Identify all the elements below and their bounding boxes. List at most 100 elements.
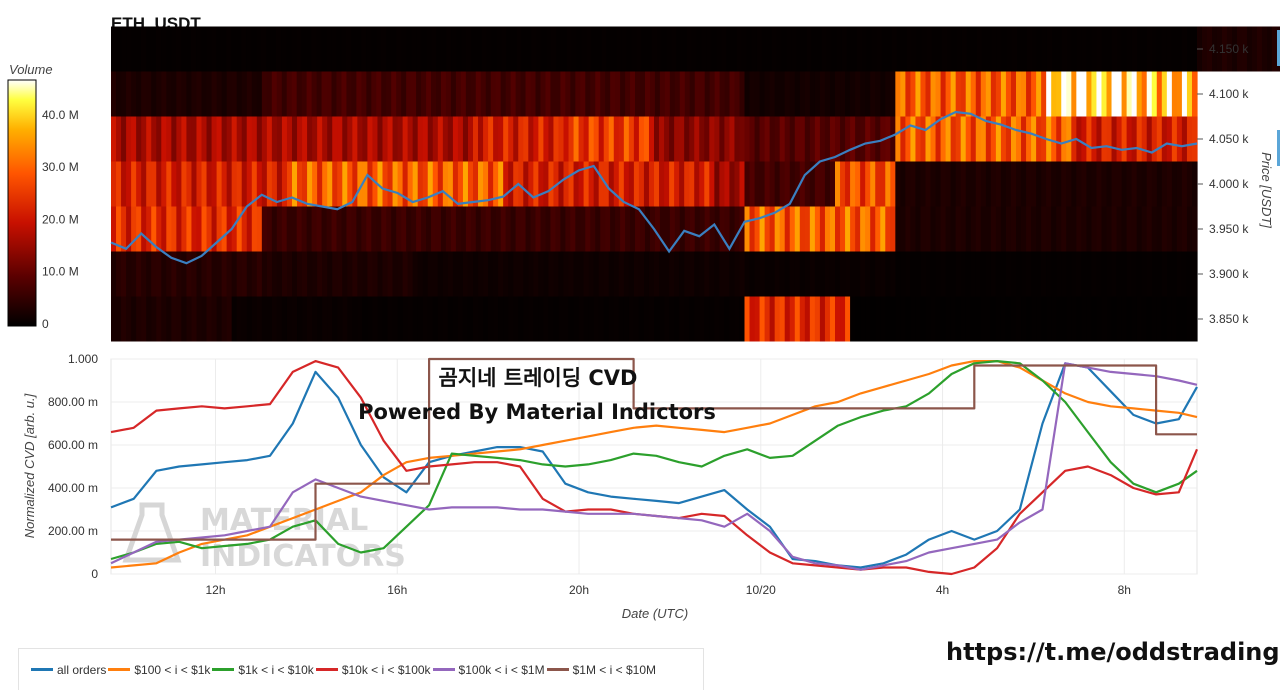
heatmap-cell xyxy=(407,251,414,297)
heatmap-cell xyxy=(736,26,743,72)
heatmap-cell xyxy=(1146,251,1153,297)
heatmap-cell xyxy=(759,161,766,207)
heatmap-cell xyxy=(1016,116,1022,162)
heatmap-cell xyxy=(940,71,947,117)
legend-item[interactable]: $100 < i < $1k xyxy=(108,663,210,677)
heatmap-cell xyxy=(266,116,273,162)
heatmap-cell xyxy=(171,206,177,252)
heatmap-cell xyxy=(910,296,917,342)
heatmap-cell xyxy=(1061,296,1067,342)
heatmap-cell xyxy=(1036,71,1042,117)
heatmap-cell xyxy=(296,206,303,252)
heatmap-cell xyxy=(1036,26,1043,72)
telegram-link[interactable]: https://t.me/oddstrading2 xyxy=(946,638,1280,666)
heatmap-cell xyxy=(598,116,605,162)
heatmap-cell xyxy=(900,296,906,342)
heatmap-cell xyxy=(1156,296,1163,342)
heatmap-cell xyxy=(573,251,580,297)
legend-item[interactable]: $1M < i < $10M xyxy=(546,663,656,677)
heatmap-cell xyxy=(900,206,906,252)
heatmap-cell xyxy=(1161,251,1168,297)
heatmap-cell xyxy=(814,161,821,207)
heatmap-cell xyxy=(196,161,203,207)
heatmap-cell xyxy=(181,116,188,162)
heatmap-cell xyxy=(515,206,522,252)
heatmap-cell xyxy=(1081,26,1088,72)
heatmap-cell xyxy=(526,26,532,72)
legend-item[interactable]: $100k < i < $1M xyxy=(432,663,545,677)
heatmap-cell xyxy=(935,296,942,342)
heatmap-cell xyxy=(699,71,706,117)
heatmap-cell xyxy=(467,251,474,297)
heatmap-cell xyxy=(975,206,982,252)
heatmap-cell xyxy=(995,71,1002,117)
heatmap-cell xyxy=(880,161,886,207)
heatmap-cell xyxy=(176,71,182,117)
legend-label: $10k < i < $100k xyxy=(341,662,431,677)
heatmap-cell xyxy=(485,71,492,117)
heatmap-cell xyxy=(975,71,982,117)
heatmap-cell xyxy=(860,116,866,162)
heatmap-cell xyxy=(1006,26,1013,72)
heatmap-cell xyxy=(824,251,831,297)
heatmap-cell xyxy=(965,71,972,117)
heatmap-cell xyxy=(563,161,570,207)
heatmap-cell xyxy=(316,206,323,252)
heatmap-cell xyxy=(990,116,997,162)
heatmap-cell xyxy=(1136,296,1143,342)
heatmap-cell xyxy=(161,206,167,252)
heatmap-cell xyxy=(1096,71,1103,117)
heatmap-cell xyxy=(518,251,524,297)
heatmap-cell xyxy=(615,71,621,117)
heatmap-cell xyxy=(347,161,353,207)
heatmap-cell xyxy=(1010,116,1017,162)
heatmap-cell xyxy=(674,251,680,297)
heatmap-cell xyxy=(533,296,539,342)
heatmap-cell xyxy=(306,26,312,72)
heatmap-cell xyxy=(186,116,193,162)
heatmap-cell xyxy=(1016,206,1022,252)
heatmap-cell xyxy=(201,161,208,207)
heatmap-cell xyxy=(432,296,439,342)
heatmap-cell xyxy=(583,116,590,162)
heatmap-cell xyxy=(367,296,374,342)
heatmap-cell xyxy=(1091,116,1098,162)
heatmap-cell xyxy=(945,71,952,117)
heatmap-cell xyxy=(779,116,786,162)
heatmap-cell xyxy=(976,26,983,72)
heatmap-cell xyxy=(1096,161,1103,207)
heatmap-cell xyxy=(985,206,992,252)
heatmap-cell xyxy=(161,26,167,72)
heatmap-cell xyxy=(1141,206,1148,252)
heatmap-cell xyxy=(845,251,851,297)
heatmap-cell xyxy=(156,206,162,252)
heatmap-cell xyxy=(925,251,932,297)
legend-item[interactable]: all orders xyxy=(31,663,106,677)
heatmap-cell xyxy=(701,26,708,72)
heatmap-cell xyxy=(709,296,715,342)
heatmap-cell xyxy=(960,296,967,342)
legend-item[interactable]: $10k < i < $100k xyxy=(315,662,431,677)
heatmap-cell xyxy=(1161,116,1168,162)
heatmap-cell xyxy=(156,251,162,297)
heatmap-cell xyxy=(1106,206,1113,252)
heatmap-cell xyxy=(716,26,723,72)
heatmap-cell xyxy=(575,206,581,252)
heatmap-cell xyxy=(307,296,313,342)
legend-item[interactable]: $1k < i < $10k xyxy=(212,663,314,677)
heatmap-cell xyxy=(261,206,268,252)
x-tick-label: 12h xyxy=(205,583,225,597)
heatmap-cell xyxy=(910,161,917,207)
heatmap-cell xyxy=(1031,161,1037,207)
heatmap-cell xyxy=(276,116,283,162)
heatmap-cell xyxy=(749,206,756,252)
heatmap-cell xyxy=(377,116,384,162)
heatmap-cell xyxy=(654,161,660,207)
heatmap-cell xyxy=(744,251,751,297)
heatmap-cell xyxy=(1136,71,1143,117)
heatmap-cell xyxy=(885,206,891,252)
heatmap-cell xyxy=(1171,116,1178,162)
heatmap-cell xyxy=(518,296,524,342)
heatmap-cell xyxy=(271,71,278,117)
heatmap-cell xyxy=(866,26,873,72)
